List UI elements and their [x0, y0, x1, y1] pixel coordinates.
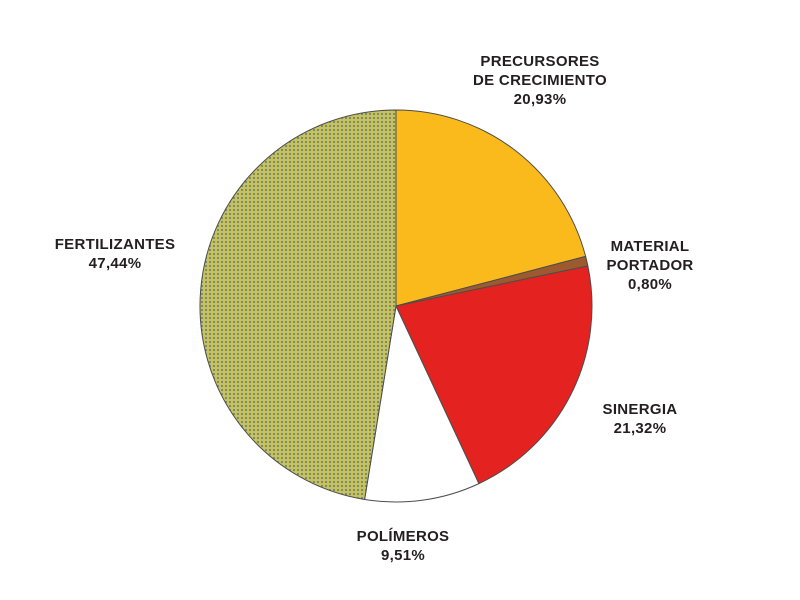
label-sinergia-value: 21,32%	[613, 420, 667, 437]
label-fertilizantes-line-1: FERTILIZANTES	[54, 236, 176, 253]
label-precursores-line-2: DE CRECIMIENTO	[473, 72, 607, 89]
slice-sinergia	[395, 265, 593, 485]
label-polimeros-line-1: POLÍMEROS	[356, 528, 450, 545]
label-precursores-line-1: PRECURSORES	[480, 53, 600, 70]
label-precursores-de-crecimiento: PRECURSORES DE CRECIMIENTO 20,93%	[440, 52, 640, 109]
label-material-value: 0,80%	[627, 276, 673, 293]
label-sinergia-line-1: SINERGIA	[602, 401, 678, 418]
label-polimeros: POLÍMEROS 9,51%	[343, 527, 463, 565]
label-fertilizantes-value: 47,44%	[88, 255, 142, 272]
label-fertilizantes: FERTILIZANTES 47,44%	[30, 235, 200, 273]
label-polimeros-value: 9,51%	[380, 547, 426, 564]
label-precursores-value: 20,93%	[513, 91, 567, 108]
pie-slices	[199, 109, 593, 503]
label-material-portador: MATERIAL PORTADOR 0,80%	[580, 237, 720, 294]
label-material-line-2: PORTADOR	[606, 257, 694, 274]
label-material-line-1: MATERIAL	[610, 238, 690, 255]
slice-precursores-de-crecimiento	[395, 109, 587, 307]
label-sinergia: SINERGIA 21,32%	[580, 400, 700, 438]
slice-polimeros	[364, 305, 480, 503]
slice-fertilizantes	[199, 109, 397, 500]
